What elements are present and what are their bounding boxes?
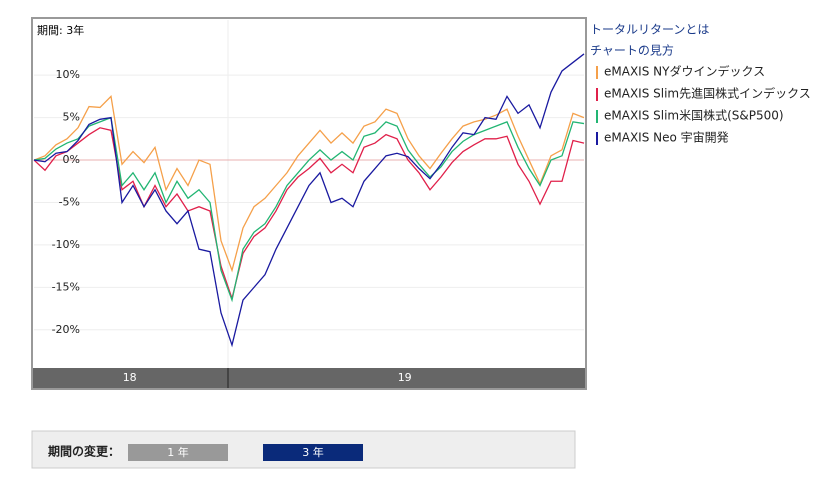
legend-label: eMAXIS Neo 宇宙開発 — [604, 130, 729, 145]
period-button-label[interactable]: 3 年 — [302, 445, 324, 459]
legend-swatch — [596, 66, 598, 79]
legend-label: eMAXIS Slim先進国株式インデックス — [604, 86, 811, 101]
chart-frame — [31, 17, 587, 390]
legend-swatch — [596, 132, 598, 145]
y-tick-label: -5% — [59, 195, 80, 208]
x-tick-label: 18 — [123, 371, 137, 384]
period-label: 期間の変更： — [48, 444, 120, 459]
chart-title: 期間: 3年 — [37, 23, 84, 37]
y-tick-label: -10% — [52, 238, 80, 251]
legend-label: eMAXIS Slim米国株式(S&P500) — [604, 108, 784, 123]
series-line — [33, 53, 585, 348]
series-line — [33, 116, 585, 303]
series-line — [33, 95, 585, 273]
legend-swatch — [596, 110, 598, 123]
link[interactable]: チャートの見方 — [590, 43, 674, 58]
x-axis-band — [33, 368, 585, 388]
y-tick-label: 5% — [63, 111, 80, 124]
series-line — [33, 127, 585, 301]
y-tick-label: 0% — [63, 153, 80, 166]
period-button-label[interactable]: 1 年 — [167, 445, 189, 459]
period-button[interactable] — [128, 444, 228, 461]
link[interactable]: トータルリターンとは — [590, 23, 709, 37]
legend-label: eMAXIS NYダウインデックス — [604, 64, 765, 79]
period-button[interactable] — [263, 444, 363, 461]
legend-swatch — [596, 88, 598, 101]
y-tick-label: -15% — [52, 280, 80, 293]
x-tick-label: 19 — [398, 371, 412, 384]
y-tick-label: 10% — [56, 68, 80, 81]
y-tick-label: -20% — [52, 323, 80, 336]
